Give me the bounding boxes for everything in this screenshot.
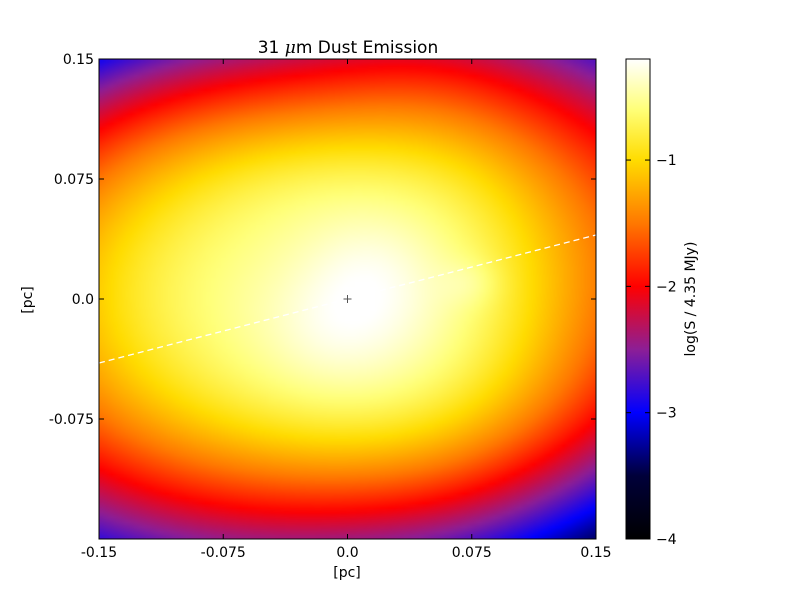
y-tick-label: 0.075 <box>54 172 94 188</box>
x-tick-label: 0.0 <box>336 545 358 561</box>
center-marker <box>343 295 352 303</box>
plot-area <box>98 58 597 540</box>
x-tick-label: -0.15 <box>81 545 117 561</box>
x-tick-label: 0.075 <box>452 545 492 561</box>
colorbar: −4 −3 −2 −1 log(S / 4.35 MJy) <box>625 58 699 548</box>
colorbar-tick-label: −3 <box>656 406 677 422</box>
position-angle-line <box>98 234 597 364</box>
colorbar-label: log(S / 4.35 MJy) <box>683 242 699 357</box>
y-tick-label: 0.15 <box>63 52 94 68</box>
x-axis: -0.15 -0.075 0.0 0.075 0.15 <box>81 59 612 561</box>
colorbar-tick-label: −1 <box>656 153 677 169</box>
chart-title: 31 μm Dust Emission <box>258 38 439 58</box>
x-axis-label: [pc] <box>333 565 361 581</box>
x-tick-label: -0.075 <box>201 545 246 561</box>
y-axis: -0.075 0.0 0.075 0.15 <box>49 52 596 428</box>
y-tick-label: -0.075 <box>49 412 94 428</box>
colorbar-tick-label: −4 <box>656 532 677 548</box>
y-tick-label: 0.0 <box>72 292 94 308</box>
colorbar-tick-label: −2 <box>656 279 677 295</box>
x-tick-label: 0.15 <box>580 545 611 561</box>
colorbar-gradient <box>625 58 651 540</box>
y-axis-label: [pc] <box>20 286 36 314</box>
colorbar-ticks: −4 −3 −2 −1 <box>626 153 677 548</box>
